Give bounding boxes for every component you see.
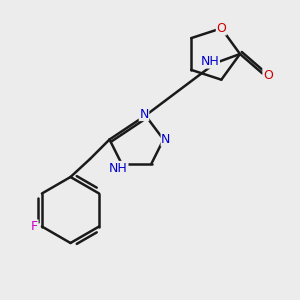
Text: NH: NH [109,161,128,175]
Text: O: O [216,22,226,35]
Text: O: O [263,68,273,82]
Text: F: F [31,220,38,233]
Text: N: N [161,133,171,146]
Text: N: N [139,107,149,121]
Text: NH: NH [201,55,219,68]
